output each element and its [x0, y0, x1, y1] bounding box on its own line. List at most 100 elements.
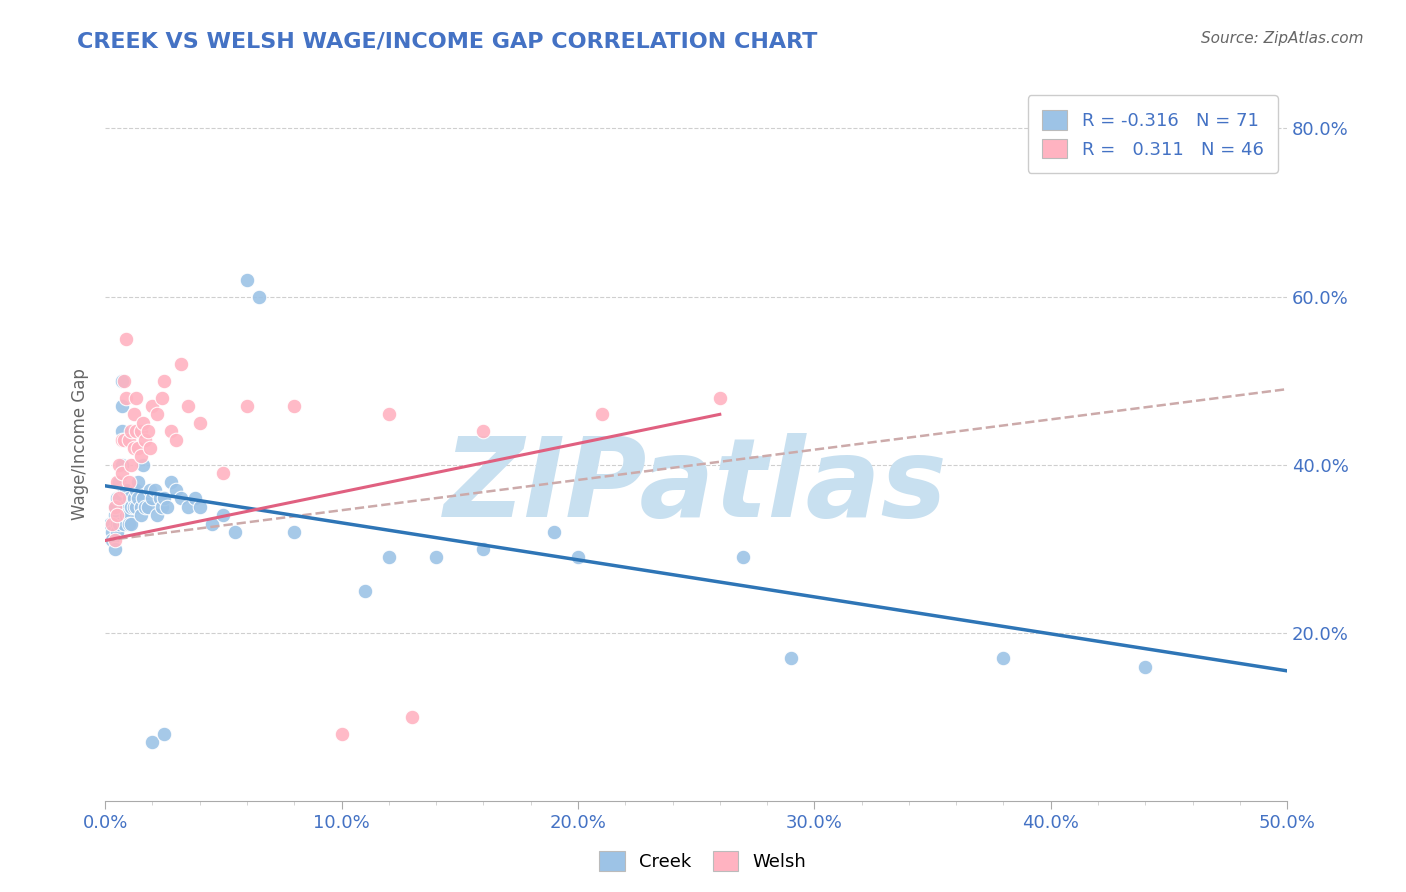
Point — [153, 491, 176, 506]
Point — [378, 550, 401, 565]
Point — [543, 525, 565, 540]
Text: Source: ZipAtlas.com: Source: ZipAtlas.com — [1201, 31, 1364, 46]
Point — [101, 525, 124, 540]
Point — [122, 500, 145, 514]
Point — [122, 408, 145, 422]
Point — [125, 483, 148, 497]
Point — [105, 525, 128, 540]
Point — [236, 399, 259, 413]
Point — [378, 408, 401, 422]
Point — [177, 500, 200, 514]
Point — [118, 433, 141, 447]
Point — [112, 374, 135, 388]
Point — [139, 483, 162, 497]
Point — [139, 441, 162, 455]
Point — [104, 541, 127, 556]
Point — [236, 273, 259, 287]
Point — [111, 424, 134, 438]
Point — [127, 441, 149, 455]
Point — [141, 399, 163, 413]
Legend: R = -0.316   N = 71, R =   0.311   N = 46: R = -0.316 N = 71, R = 0.311 N = 46 — [1028, 95, 1278, 173]
Point — [115, 508, 138, 523]
Point — [330, 727, 353, 741]
Point — [129, 424, 152, 438]
Point — [129, 508, 152, 523]
Point — [129, 500, 152, 514]
Point — [105, 491, 128, 506]
Point — [122, 491, 145, 506]
Point — [98, 516, 121, 531]
Point — [125, 424, 148, 438]
Point — [104, 500, 127, 514]
Point — [177, 399, 200, 413]
Point — [115, 483, 138, 497]
Point — [224, 525, 246, 540]
Point — [160, 475, 183, 489]
Point — [212, 508, 235, 523]
Point — [150, 391, 173, 405]
Point — [165, 433, 187, 447]
Point — [132, 458, 155, 472]
Point — [104, 533, 127, 548]
Point — [567, 550, 589, 565]
Point — [136, 424, 159, 438]
Point — [127, 491, 149, 506]
Point — [111, 467, 134, 481]
Point — [120, 516, 142, 531]
Point — [112, 433, 135, 447]
Point — [120, 424, 142, 438]
Point — [125, 391, 148, 405]
Point — [105, 475, 128, 489]
Point — [108, 508, 131, 523]
Point — [170, 357, 193, 371]
Point — [733, 550, 755, 565]
Point — [184, 491, 207, 506]
Point — [146, 508, 169, 523]
Point — [134, 500, 156, 514]
Point — [247, 290, 270, 304]
Point — [122, 441, 145, 455]
Point — [472, 541, 495, 556]
Y-axis label: Wage/Income Gap: Wage/Income Gap — [72, 368, 89, 520]
Point — [1135, 659, 1157, 673]
Point — [354, 584, 377, 599]
Point — [134, 433, 156, 447]
Point — [779, 651, 801, 665]
Point — [129, 450, 152, 464]
Point — [111, 399, 134, 413]
Point — [105, 516, 128, 531]
Text: CREEK VS WELSH WAGE/INCOME GAP CORRELATION CHART: CREEK VS WELSH WAGE/INCOME GAP CORRELATI… — [77, 31, 818, 51]
Point — [127, 475, 149, 489]
Point — [125, 500, 148, 514]
Point — [115, 332, 138, 346]
Point — [120, 458, 142, 472]
Point — [108, 475, 131, 489]
Point — [472, 424, 495, 438]
Point — [425, 550, 447, 565]
Point — [143, 483, 166, 497]
Point — [104, 500, 127, 514]
Point — [120, 500, 142, 514]
Point — [118, 508, 141, 523]
Point — [112, 500, 135, 514]
Point — [115, 391, 138, 405]
Point — [156, 500, 179, 514]
Point — [153, 374, 176, 388]
Point — [141, 491, 163, 506]
Point — [283, 525, 305, 540]
Point — [146, 408, 169, 422]
Point — [993, 651, 1015, 665]
Point — [111, 433, 134, 447]
Point — [111, 374, 134, 388]
Point — [111, 458, 134, 472]
Point — [101, 516, 124, 531]
Point — [132, 491, 155, 506]
Point — [591, 408, 613, 422]
Point — [283, 399, 305, 413]
Point — [148, 491, 170, 506]
Point — [118, 491, 141, 506]
Point — [118, 516, 141, 531]
Point — [112, 483, 135, 497]
Point — [188, 500, 211, 514]
Point — [118, 475, 141, 489]
